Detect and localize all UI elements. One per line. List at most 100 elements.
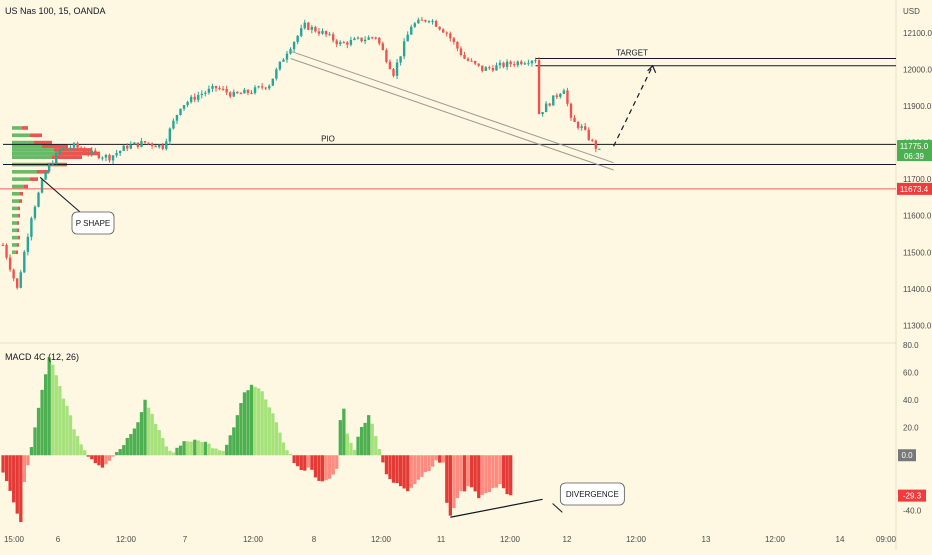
macd-bar (143, 399, 147, 456)
candle-body (307, 22, 310, 30)
macd-bar (487, 455, 492, 493)
candle-body (456, 42, 459, 49)
macd-bar (210, 448, 215, 456)
macd-bar (374, 436, 378, 456)
volume-profile-up-bar (12, 206, 18, 211)
volume-profile-up-bar (12, 184, 24, 189)
candle-body (573, 117, 576, 122)
candle-body (1, 244, 5, 246)
candle-body (115, 153, 118, 156)
candle-body (406, 34, 409, 42)
macd-bar (303, 455, 307, 471)
macd-bar (33, 427, 37, 456)
volume-profile-down-bar (17, 243, 19, 247)
macd-bar (260, 391, 264, 456)
macd-bar (36, 407, 41, 456)
candle-body (264, 87, 267, 89)
candle-body (143, 141, 147, 143)
candle-body (94, 150, 97, 153)
macd-bar (72, 429, 76, 456)
candle-body (576, 121, 580, 128)
candle-body (552, 95, 555, 106)
macd-bar (228, 435, 232, 456)
candle-body (530, 60, 534, 64)
candle-body (5, 245, 8, 258)
time-tick-label: 7 (183, 535, 188, 544)
macd-bar (299, 455, 303, 471)
candle-body (317, 31, 321, 34)
macd-bar (430, 455, 435, 467)
candle-body (225, 89, 228, 93)
volume-profile-down-bar (52, 155, 82, 160)
symbol-title[interactable]: US Nas 100, 15, OANDA (5, 6, 106, 16)
macd-bar (51, 364, 55, 456)
candle-body (431, 20, 434, 22)
macd-bar (363, 422, 367, 456)
price-axis: 12100.012000.011900.011800.011700.011600… (897, 29, 932, 515)
candle-body (278, 61, 282, 70)
current-price-badge (897, 140, 932, 162)
candle-body (154, 145, 157, 148)
candle-body (97, 152, 101, 159)
macd-bar (161, 437, 165, 456)
volume-profile-down-bar (19, 199, 22, 203)
macd-bar (452, 455, 456, 509)
macd-bar (68, 415, 73, 456)
time-tick-label: 12:00 (371, 535, 392, 544)
macd-bar (466, 455, 470, 487)
macd-bar (246, 390, 250, 456)
macd-bar (47, 357, 51, 456)
macd-bar (132, 428, 137, 456)
candle-body (449, 33, 452, 39)
macd-title[interactable]: MACD 4C (12, 26) (5, 352, 79, 362)
candle-body (534, 60, 537, 62)
candle-body (413, 23, 416, 27)
macd-bar (164, 446, 168, 456)
candle-body (335, 40, 338, 45)
macd-bar (324, 455, 328, 481)
volume-profile-down-bar (34, 140, 52, 145)
trendlines (290, 50, 657, 171)
candle-body (168, 128, 172, 142)
volume-profile-up-bar (12, 151, 58, 156)
macd-bar (413, 455, 417, 485)
volume-profile-down-bar (17, 228, 19, 233)
candle-body (385, 50, 388, 62)
candle-body (488, 67, 491, 69)
candle-body (19, 272, 22, 288)
macd-bar (178, 445, 183, 456)
macd-bar (26, 455, 30, 466)
candle-body (360, 37, 363, 42)
volume-profile-down-bar (18, 213, 20, 218)
candle-body (165, 141, 168, 149)
divergence-line (450, 498, 543, 518)
macd-bar (196, 440, 200, 456)
macd-bar (406, 455, 410, 492)
divergence-label: DIVERGENCE (566, 490, 619, 499)
time-tick-label: 13 (702, 535, 711, 544)
candle-body (548, 103, 551, 106)
volume-profile-up-bar (12, 221, 17, 225)
candle-body (314, 27, 317, 32)
projection-arrow (613, 65, 654, 147)
projection-arrowhead (647, 64, 657, 74)
volume-profile-up-bar (12, 140, 34, 145)
macd-bar (115, 452, 119, 456)
time-tick-label: 8 (312, 535, 317, 544)
volume-profile-up-bar (12, 133, 30, 138)
macd-bar (359, 426, 364, 456)
macd-bar (168, 450, 172, 456)
candle-body (58, 149, 61, 153)
candle-body (541, 112, 544, 115)
macd-bar (61, 398, 66, 456)
p-shape-pointer (39, 176, 81, 213)
candle-body (140, 141, 143, 147)
macd-tick-label: 20.0 (903, 424, 919, 433)
candle-body (282, 59, 285, 62)
macd-bar (253, 386, 257, 456)
candle-body (126, 145, 129, 149)
macd-bar (257, 388, 261, 456)
candle-body (481, 65, 484, 71)
macd-bar (93, 455, 97, 464)
